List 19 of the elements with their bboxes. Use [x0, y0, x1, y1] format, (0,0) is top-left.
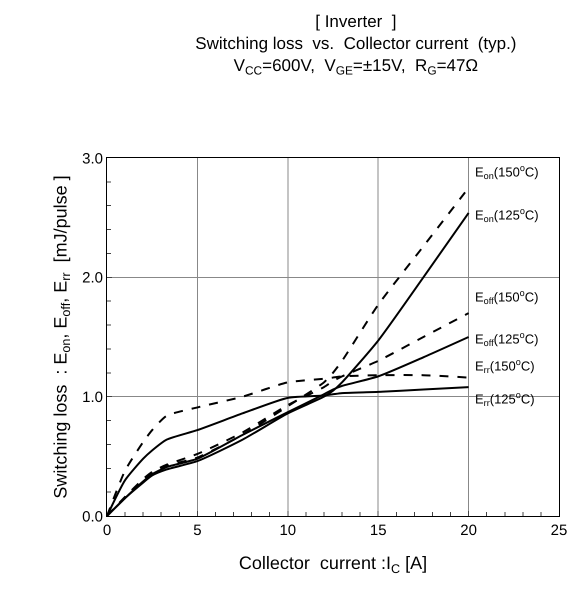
- x-tick-label: 0: [102, 522, 112, 539]
- x-axis-title: Collector current :I$_{C}$ [A]: [238, 553, 428, 576]
- y-tick-label: 0.0: [82, 508, 103, 526]
- x-tick-label: 20: [460, 522, 477, 539]
- y-tick-label: 1.0: [82, 388, 103, 406]
- x-tick-label: 15: [370, 522, 387, 539]
- series-label: E$_{off}$(150$^{o}$C): [475, 288, 538, 306]
- series-label: E$_{rr}$(150$^{o}$C): [475, 357, 535, 376]
- series-label: E$_{off}$(125$^{o}$C): [475, 330, 538, 348]
- series-label: E$_{on}$(150$^{o}$C): [475, 163, 539, 182]
- series-label: E$_{rr}$(125$^{o}$C): [475, 390, 535, 408]
- chart-title: [ Inverter ] Switching loss vs. Collector current (typ.): [195, 12, 516, 54]
- y-tick-label: 2.0: [82, 270, 103, 287]
- y-tick-label: 3.0: [82, 150, 103, 168]
- series-label: E$_{on}$(125$^{o}$C): [475, 206, 539, 224]
- x-tick-label: 25: [550, 522, 568, 539]
- x-tick-label: 10: [279, 522, 296, 539]
- chart-subtitle: V$_{CC}$=600V, V$_{GE}$=±15V, R$_{G}$=47Ω: [234, 56, 478, 78]
- x-tick-label: 5: [193, 522, 202, 539]
